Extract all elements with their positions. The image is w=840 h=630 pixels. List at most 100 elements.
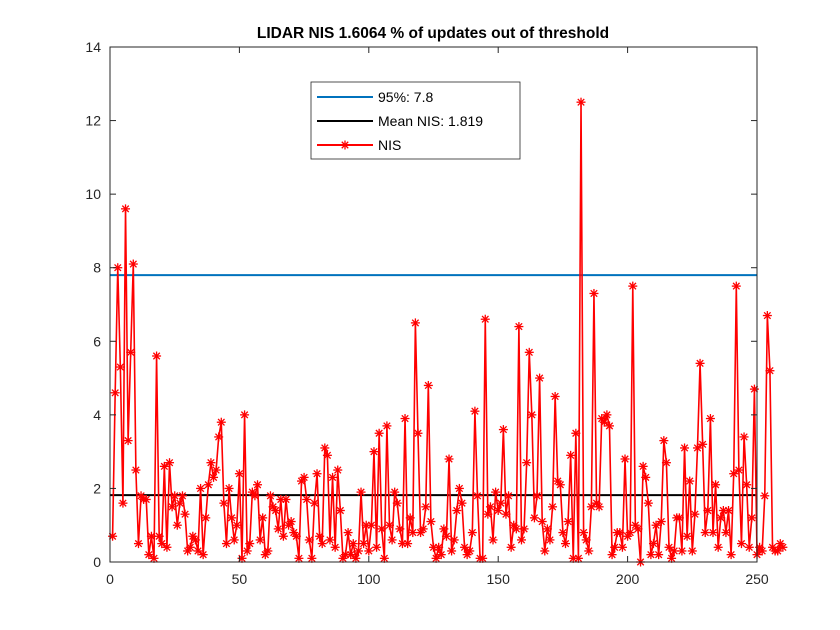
nis-point bbox=[214, 432, 224, 442]
nis-point bbox=[185, 542, 195, 552]
nis-point bbox=[542, 524, 552, 534]
nis-point bbox=[667, 553, 677, 563]
nis-point bbox=[633, 524, 643, 534]
nis-point bbox=[144, 550, 154, 560]
nis-point bbox=[669, 546, 679, 556]
nis-point bbox=[382, 421, 392, 431]
nis-point bbox=[413, 428, 423, 438]
nis-point bbox=[607, 550, 617, 560]
nis-point bbox=[356, 487, 366, 497]
nis-point bbox=[762, 311, 772, 321]
nis-point bbox=[253, 480, 263, 490]
nis-point bbox=[255, 535, 265, 545]
nis-point bbox=[152, 351, 162, 361]
nis-point bbox=[312, 469, 322, 479]
nis-point bbox=[617, 542, 627, 552]
nis-point bbox=[351, 553, 361, 563]
nis-point bbox=[692, 443, 702, 453]
x-tick-label: 0 bbox=[106, 571, 114, 587]
nis-point bbox=[724, 506, 734, 515]
nis-point bbox=[739, 432, 749, 442]
nis-point bbox=[219, 498, 229, 508]
nis-point bbox=[110, 388, 120, 398]
y-tick-label: 0 bbox=[93, 554, 101, 570]
nis-point bbox=[190, 535, 200, 545]
nis-point bbox=[346, 550, 356, 560]
nis-point bbox=[545, 535, 555, 545]
y-tick-label: 12 bbox=[85, 113, 101, 129]
nis-point bbox=[641, 472, 651, 482]
nis-point bbox=[206, 458, 216, 468]
nis-point bbox=[648, 539, 658, 549]
nis-point bbox=[705, 414, 715, 424]
nis-point bbox=[467, 528, 477, 538]
nis-point bbox=[364, 546, 374, 556]
nis-point bbox=[516, 535, 526, 545]
nis-point bbox=[708, 528, 718, 538]
nis-point bbox=[211, 465, 221, 475]
nis-point bbox=[454, 483, 464, 493]
nis-point bbox=[113, 263, 123, 273]
legend-nis-asterisk bbox=[340, 140, 350, 150]
nis-point bbox=[221, 539, 231, 549]
nis-point bbox=[118, 498, 128, 508]
nis-point bbox=[242, 546, 252, 556]
nis-point bbox=[441, 531, 451, 541]
nis-point bbox=[175, 498, 185, 508]
nis-point bbox=[447, 546, 457, 556]
nis-point bbox=[646, 550, 656, 560]
nis-point bbox=[700, 528, 710, 538]
nis-point bbox=[506, 542, 516, 552]
nis-point bbox=[721, 528, 731, 538]
nis-point bbox=[405, 513, 415, 523]
nis-point bbox=[193, 546, 203, 556]
nis-point bbox=[227, 513, 237, 523]
nis-point bbox=[674, 513, 684, 523]
nis-point bbox=[713, 542, 723, 552]
y-tick-label: 10 bbox=[85, 186, 101, 202]
nis-point bbox=[444, 454, 454, 464]
nis-point bbox=[177, 491, 187, 501]
nis-point bbox=[291, 531, 301, 541]
nis-point bbox=[157, 539, 167, 549]
nis-point bbox=[294, 553, 304, 563]
nis-point bbox=[581, 535, 591, 545]
nis-point bbox=[488, 535, 498, 545]
x-tick-label: 150 bbox=[487, 571, 511, 587]
nis-point bbox=[478, 553, 488, 563]
nis-point bbox=[452, 506, 462, 515]
nis-point bbox=[436, 550, 446, 560]
nis-point bbox=[250, 491, 260, 501]
nis-point bbox=[281, 494, 291, 504]
nis-point bbox=[749, 384, 759, 394]
nis-point bbox=[726, 550, 736, 560]
y-tick-label: 4 bbox=[93, 407, 101, 423]
nis-point bbox=[460, 542, 470, 552]
nis-point bbox=[392, 498, 402, 508]
nis-point bbox=[599, 417, 609, 427]
nis-point bbox=[366, 520, 376, 530]
x-tick-label: 100 bbox=[357, 571, 381, 587]
nis-point bbox=[654, 550, 664, 560]
nis-point bbox=[325, 535, 335, 545]
nis-point bbox=[470, 406, 480, 416]
nis-point bbox=[504, 491, 514, 501]
nis-point bbox=[348, 539, 358, 549]
nis-point bbox=[172, 520, 182, 530]
nis-point bbox=[162, 542, 172, 552]
nis-point bbox=[514, 322, 524, 332]
nis-point bbox=[400, 414, 410, 424]
nis-point bbox=[760, 491, 770, 501]
nis-point bbox=[449, 535, 459, 545]
nis-point bbox=[379, 553, 389, 563]
axes-layer: 0 50 100 150 200 250 0 2 4 6 8 10 12 14 bbox=[85, 39, 768, 587]
nis-point bbox=[395, 524, 405, 534]
nis-point bbox=[729, 469, 739, 479]
nis-point bbox=[643, 498, 653, 508]
nis-point bbox=[511, 524, 521, 534]
nis-point bbox=[123, 436, 133, 446]
nis-point bbox=[180, 509, 190, 519]
nis-point bbox=[625, 528, 635, 538]
nis-point bbox=[744, 542, 754, 552]
nis-point bbox=[315, 531, 325, 541]
